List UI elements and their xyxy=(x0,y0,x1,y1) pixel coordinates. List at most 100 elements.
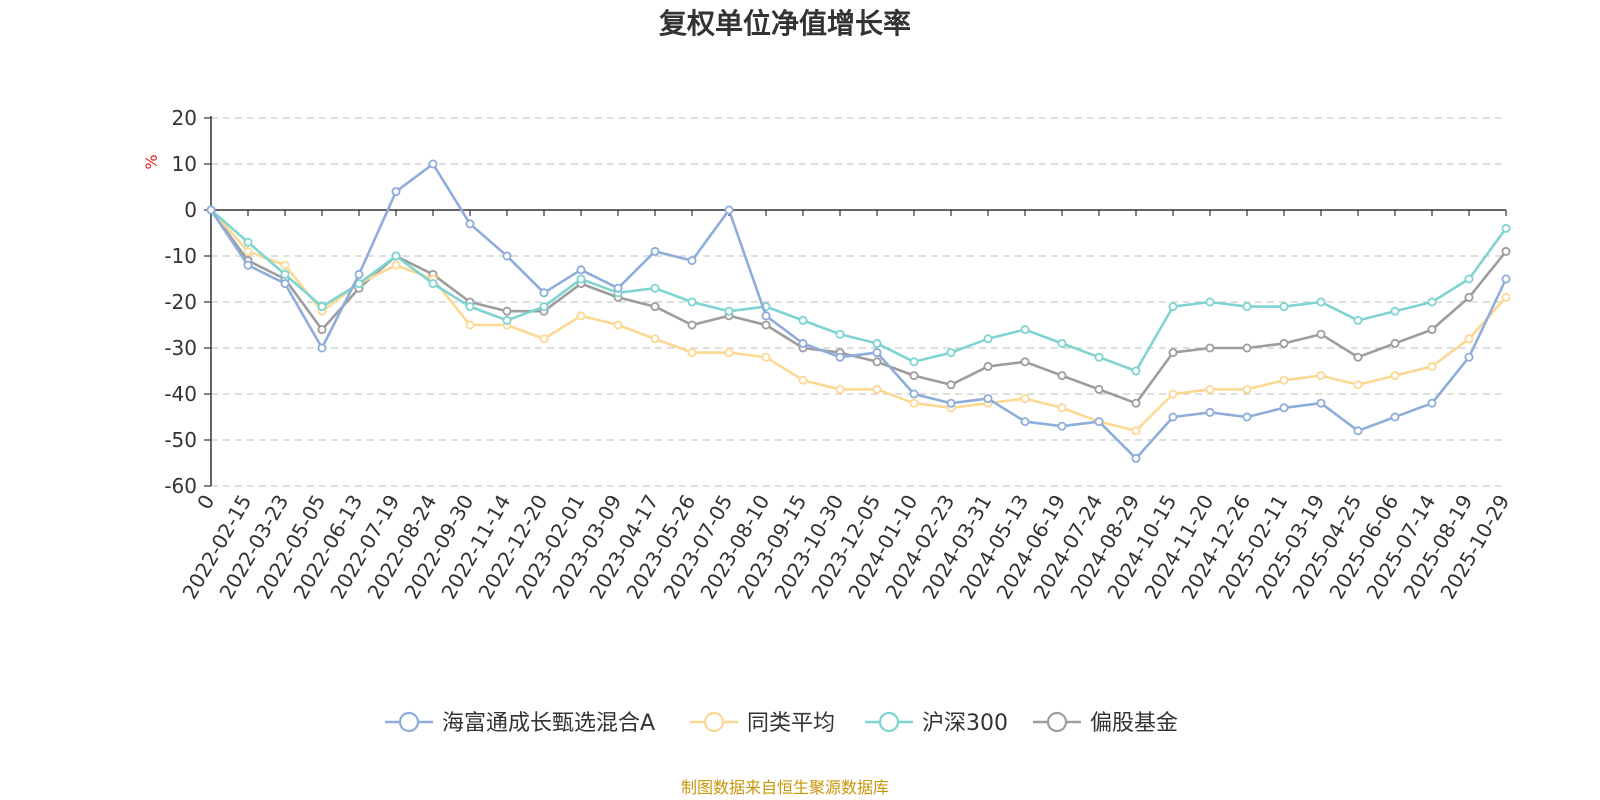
data-point xyxy=(1057,371,1067,381)
data-point xyxy=(1279,375,1289,385)
data-point xyxy=(206,205,216,215)
data-point xyxy=(1168,348,1178,358)
data-point xyxy=(576,274,586,284)
data-point xyxy=(1020,357,1030,367)
data-point xyxy=(391,251,401,261)
legend-label: 同类平均 xyxy=(747,711,835,736)
data-point xyxy=(1316,297,1326,307)
data-point xyxy=(1316,398,1326,408)
data-point xyxy=(243,237,253,247)
data-point xyxy=(1242,384,1252,394)
data-point xyxy=(502,251,512,261)
data-point xyxy=(1205,297,1215,307)
y-tick-label: -40 xyxy=(164,382,197,406)
data-point xyxy=(1131,366,1141,376)
legend-swatch-marker xyxy=(878,711,900,733)
data-point xyxy=(539,334,549,344)
y-tick-label: 10 xyxy=(172,152,197,176)
data-point xyxy=(724,306,734,316)
data-point xyxy=(1501,223,1511,233)
data-point xyxy=(539,302,549,312)
data-point xyxy=(539,288,549,298)
legend-swatch-marker xyxy=(398,711,420,733)
data-point xyxy=(317,343,327,353)
data-point xyxy=(872,338,882,348)
data-point xyxy=(1020,394,1030,404)
data-point xyxy=(650,302,660,312)
data-point xyxy=(1353,352,1363,362)
data-point xyxy=(1390,306,1400,316)
data-point xyxy=(465,320,475,330)
data-point xyxy=(1427,361,1437,371)
data-point xyxy=(1131,453,1141,463)
legend-item[interactable]: 海富通成长甄选混合A xyxy=(385,711,655,736)
data-point xyxy=(317,302,327,312)
data-point xyxy=(909,398,919,408)
data-point xyxy=(1427,297,1437,307)
data-point xyxy=(1279,403,1289,413)
data-point xyxy=(1057,338,1067,348)
data-point xyxy=(280,269,290,279)
data-point xyxy=(835,384,845,394)
data-point xyxy=(1205,407,1215,417)
data-point xyxy=(872,357,882,367)
series-line xyxy=(209,162,1508,460)
data-point xyxy=(650,246,660,256)
data-point xyxy=(465,302,475,312)
data-point xyxy=(835,352,845,362)
data-point xyxy=(1131,426,1141,436)
y-tick-label: 20 xyxy=(172,106,197,130)
series-lines xyxy=(206,159,1511,463)
legend: 海富通成长甄选混合A 同类平均 沪深300 偏股基金 xyxy=(385,711,1178,736)
data-point xyxy=(835,329,845,339)
data-point xyxy=(761,352,771,362)
data-point xyxy=(576,265,586,275)
data-point xyxy=(983,334,993,344)
data-point xyxy=(724,348,734,358)
series-group xyxy=(206,159,1511,463)
chart-title: 复权单位净值增长率 xyxy=(659,7,911,40)
data-point xyxy=(1316,329,1326,339)
y-tick-label: 0 xyxy=(184,198,197,222)
y-axis-unit-label: % xyxy=(142,154,161,169)
data-point xyxy=(1094,384,1104,394)
data-point xyxy=(280,260,290,270)
data-point xyxy=(502,315,512,325)
series-group xyxy=(206,205,1511,436)
y-axis-ticks: 20 10 0 -10 -20 -30 -40 -50 -60 xyxy=(164,106,212,498)
data-point xyxy=(798,315,808,325)
data-point xyxy=(1464,334,1474,344)
data-point xyxy=(1316,371,1326,381)
data-point xyxy=(317,325,327,335)
legend-item[interactable]: 沪深300 xyxy=(865,711,1008,736)
data-point xyxy=(1094,417,1104,427)
data-point xyxy=(1057,421,1067,431)
data-point xyxy=(650,283,660,293)
data-point xyxy=(1057,403,1067,413)
data-point xyxy=(428,279,438,289)
y-tick-label: -60 xyxy=(164,474,197,498)
data-point xyxy=(1279,338,1289,348)
data-point xyxy=(946,348,956,358)
data-point xyxy=(613,283,623,293)
data-point xyxy=(391,260,401,270)
legend-label: 偏股基金 xyxy=(1090,711,1178,736)
data-point xyxy=(243,260,253,270)
data-point xyxy=(1020,325,1030,335)
data-point xyxy=(798,375,808,385)
data-point xyxy=(1390,371,1400,381)
data-point xyxy=(1464,274,1474,284)
data-point xyxy=(983,361,993,371)
data-point xyxy=(983,394,993,404)
data-point xyxy=(1242,412,1252,422)
y-tick-label: -20 xyxy=(164,290,197,314)
data-point xyxy=(872,384,882,394)
data-point xyxy=(1279,302,1289,312)
legend-item[interactable]: 同类平均 xyxy=(690,711,835,736)
series-line xyxy=(209,208,1508,433)
source-note: 制图数据来自恒生聚源数据库 xyxy=(681,778,889,797)
data-point xyxy=(1427,398,1437,408)
data-point xyxy=(1205,384,1215,394)
legend-item[interactable]: 偏股基金 xyxy=(1033,711,1178,736)
